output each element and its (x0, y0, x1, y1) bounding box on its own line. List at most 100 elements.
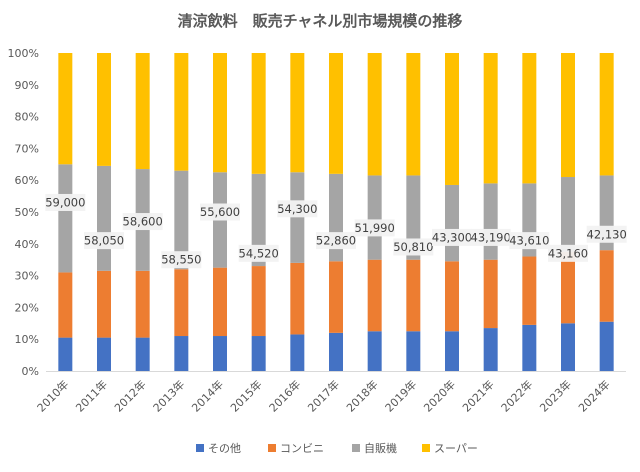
data-label-box (470, 228, 511, 246)
data-label-box (200, 203, 240, 221)
y-tick-label: 60% (15, 174, 39, 187)
data-label: 43,160 (548, 246, 588, 260)
data-label: 51,990 (355, 221, 395, 235)
bar-segment (251, 173, 266, 267)
bar-segment (483, 53, 498, 184)
x-tick-label: 2011年 (73, 377, 110, 414)
y-tick-label: 80% (15, 111, 39, 124)
chart-title: 清涼飲料 販売チャネル別市場規模の推移 (177, 12, 463, 30)
legend-swatch (268, 444, 276, 452)
bar-segment (135, 53, 150, 170)
bar-segment (483, 259, 498, 329)
legend-swatch (422, 444, 430, 452)
y-tick-label: 50% (15, 206, 39, 219)
data-label: 54,300 (277, 202, 317, 216)
data-label: 55,600 (200, 205, 240, 219)
bar-segment (97, 165, 111, 271)
legend-label: 自販機 (364, 441, 397, 455)
bar-segment (599, 53, 614, 176)
data-label: 43,190 (471, 230, 511, 244)
bar-segment (329, 261, 343, 333)
bar-segment (290, 262, 305, 335)
bar-segment (483, 328, 498, 371)
data-label: 58,600 (123, 215, 163, 229)
bar-segment (329, 53, 343, 174)
data-label: 59,000 (45, 195, 85, 209)
bar-segment (367, 259, 382, 332)
y-tick-label: 20% (15, 301, 39, 314)
data-label-box (316, 232, 356, 250)
data-label-box (548, 244, 588, 262)
bar-segment (290, 53, 305, 173)
legend-label: コンビニ (280, 442, 324, 455)
y-tick-label: 100% (8, 47, 39, 60)
bar-segment (251, 336, 266, 371)
bar-segment (445, 53, 459, 185)
bar-segment (522, 324, 537, 371)
bar-segment (290, 172, 305, 263)
legend-label: スーパー (434, 442, 478, 455)
x-tick-label: 2021年 (459, 377, 496, 414)
bar-segment (522, 256, 537, 325)
legend-label: その他 (208, 442, 241, 455)
x-tick-label: 2023年 (537, 377, 574, 414)
bar-segment (483, 183, 498, 260)
bar-segment (290, 334, 305, 371)
y-tick-label: 30% (15, 270, 39, 283)
data-label: 50,810 (393, 240, 433, 254)
data-label: 43,610 (509, 234, 549, 248)
bar-segment (406, 259, 421, 332)
x-tick-label: 2020年 (421, 377, 458, 414)
bar-segment (174, 269, 189, 337)
data-label-box (393, 238, 434, 256)
x-tick-label: 2013年 (150, 377, 187, 414)
bar-segment (599, 250, 614, 322)
bar-segment (97, 337, 111, 371)
bar-segment (174, 336, 189, 371)
x-tick-label: 2014年 (189, 377, 226, 414)
bar-segment (406, 53, 421, 176)
y-tick-label: 0% (22, 365, 39, 378)
data-label: 54,520 (239, 246, 279, 260)
bar-segment (174, 53, 189, 171)
bar-segment (367, 331, 382, 371)
data-label-box (586, 225, 627, 243)
bar-segment (213, 267, 227, 337)
bar-segment (135, 337, 150, 371)
x-tick-label: 2018年 (343, 377, 380, 414)
data-label-box (45, 193, 86, 211)
data-label-box (238, 244, 279, 262)
bar-segment (522, 53, 537, 184)
bar-segment (213, 53, 227, 173)
bar-segment (561, 177, 575, 252)
x-tick-label: 2015年 (227, 377, 264, 414)
bar-segment (251, 53, 266, 174)
data-label-box (122, 213, 163, 231)
bar-segment (174, 170, 189, 270)
x-tick-label: 2017年 (305, 377, 342, 414)
y-tick-label: 90% (15, 79, 39, 92)
bar-segment (445, 184, 459, 262)
data-label-box (277, 200, 318, 218)
y-tick-label: 10% (15, 333, 39, 346)
x-tick-label: 2024年 (575, 377, 612, 414)
bar-segment (329, 332, 343, 371)
data-label-box (84, 232, 124, 250)
data-label: 58,050 (84, 234, 124, 248)
bar-segment (561, 53, 575, 178)
data-label-box (354, 219, 395, 237)
data-label: 42,130 (587, 227, 627, 241)
bar-segment (367, 53, 382, 176)
x-tick-label: 2022年 (498, 377, 535, 414)
legend-swatch (196, 444, 204, 452)
bar-segment (58, 164, 73, 273)
bar-segment (97, 53, 111, 166)
bar-segment (561, 251, 575, 324)
legend-swatch (352, 444, 360, 452)
x-tick-label: 2016年 (266, 377, 303, 414)
data-label: 52,860 (316, 234, 356, 248)
x-tick-label: 2019年 (382, 377, 419, 414)
bar-segment (445, 331, 459, 371)
